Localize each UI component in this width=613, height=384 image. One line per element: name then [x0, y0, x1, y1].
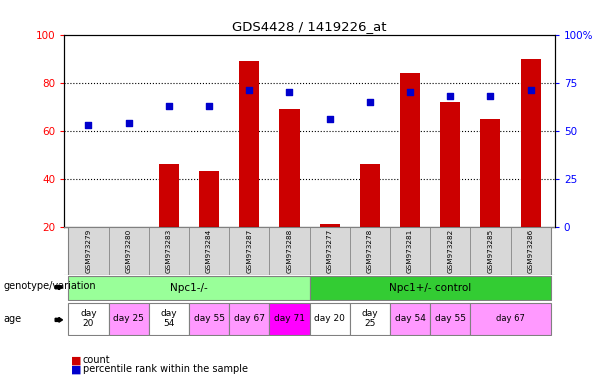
Bar	[149, 303, 189, 334]
Bar	[109, 227, 149, 275]
Bar	[430, 303, 470, 334]
Bar	[310, 227, 350, 275]
Text: GSM973278: GSM973278	[367, 228, 373, 273]
Text: day 55: day 55	[194, 314, 224, 323]
Text: GSM973279: GSM973279	[85, 228, 91, 273]
Bar	[470, 227, 511, 275]
Bar	[239, 61, 259, 227]
Bar	[440, 102, 460, 227]
Text: day
20: day 20	[80, 309, 97, 328]
Point	[245, 87, 254, 93]
Point	[405, 89, 415, 95]
Bar	[360, 164, 380, 227]
Bar	[69, 303, 109, 334]
Title: GDS4428 / 1419226_at: GDS4428 / 1419226_at	[232, 20, 387, 33]
Text: day 71: day 71	[274, 314, 305, 323]
Text: GSM973284: GSM973284	[206, 228, 212, 273]
Text: percentile rank within the sample: percentile rank within the sample	[83, 364, 248, 374]
Text: day 25: day 25	[113, 314, 144, 323]
Text: day
25: day 25	[362, 309, 378, 328]
Text: GSM973282: GSM973282	[447, 228, 453, 273]
Text: Npc1-/-: Npc1-/-	[170, 283, 208, 293]
Text: day 20: day 20	[314, 314, 345, 323]
Bar	[390, 227, 430, 275]
Text: GSM973277: GSM973277	[327, 228, 333, 273]
Bar	[520, 59, 541, 227]
Bar	[400, 73, 420, 227]
Point	[485, 93, 495, 99]
Text: GSM973285: GSM973285	[487, 228, 493, 273]
Bar	[470, 303, 550, 334]
Bar	[269, 227, 310, 275]
Bar	[350, 303, 390, 334]
Bar	[69, 276, 310, 300]
Point	[83, 122, 93, 128]
Bar	[390, 303, 430, 334]
Text: GSM973287: GSM973287	[246, 228, 253, 273]
Bar	[229, 303, 269, 334]
Bar	[229, 227, 269, 275]
Bar	[481, 119, 500, 227]
Text: GSM973283: GSM973283	[166, 228, 172, 273]
Text: day 55: day 55	[435, 314, 466, 323]
Text: ■: ■	[70, 355, 81, 365]
Point	[365, 99, 375, 105]
Bar	[350, 227, 390, 275]
Text: GSM973286: GSM973286	[528, 228, 534, 273]
Bar	[149, 227, 189, 275]
Text: Npc1+/- control: Npc1+/- control	[389, 283, 471, 293]
Text: count: count	[83, 355, 110, 365]
Bar	[310, 303, 350, 334]
Text: genotype/variation: genotype/variation	[3, 281, 96, 291]
Bar	[189, 227, 229, 275]
Bar	[189, 303, 229, 334]
Text: GSM973288: GSM973288	[286, 228, 292, 273]
Text: day
54: day 54	[161, 309, 177, 328]
Text: day 67: day 67	[496, 314, 525, 323]
Bar	[69, 227, 109, 275]
Bar	[430, 227, 470, 275]
Point	[164, 103, 173, 109]
Text: day 67: day 67	[234, 314, 265, 323]
Point	[124, 120, 134, 126]
Text: day 54: day 54	[395, 314, 425, 323]
Point	[204, 103, 214, 109]
Bar	[109, 303, 149, 334]
Text: ■: ■	[70, 364, 81, 374]
Text: GSM973281: GSM973281	[407, 228, 413, 273]
Point	[446, 93, 455, 99]
Bar	[159, 164, 179, 227]
Point	[526, 87, 536, 93]
Text: age: age	[3, 314, 21, 324]
Point	[325, 116, 335, 122]
Bar	[319, 224, 340, 227]
Bar	[269, 303, 310, 334]
Bar	[199, 171, 219, 227]
Text: GSM973280: GSM973280	[126, 228, 132, 273]
Bar	[511, 227, 550, 275]
Point	[284, 89, 294, 95]
Bar	[280, 109, 300, 227]
Bar	[310, 276, 550, 300]
